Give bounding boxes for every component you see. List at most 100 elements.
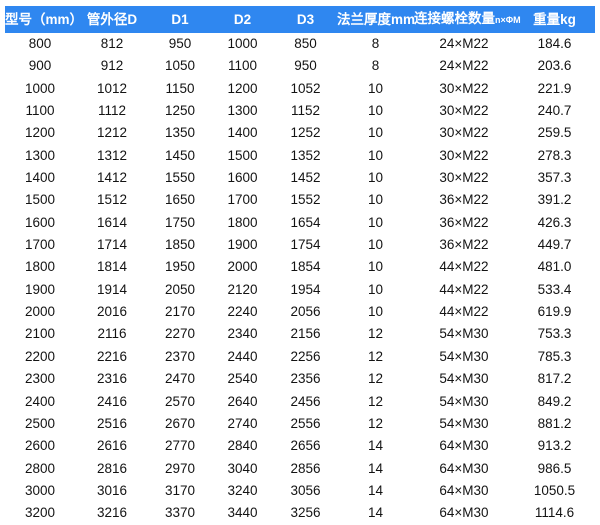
cell-bolts: 36×M22: [414, 189, 514, 212]
cell-d2: 3240: [211, 479, 274, 503]
cell-od: 2316: [75, 368, 149, 391]
table-header-row: 型号（mm） 管外径D D1 D2 D3 法兰厚度mm 连接螺栓数量n×ΦM 重量kg: [5, 6, 595, 33]
table-row: 1800 1814 1950 2000 1854 10 44×M22 481.0: [5, 256, 595, 279]
cell-flange: 10: [337, 278, 414, 302]
table-row: 2200 2216 2370 2440 2256 12 54×M30 785.3: [5, 345, 595, 369]
cell-flange: 12: [337, 390, 414, 413]
cell-d2: 2740: [211, 412, 274, 436]
cell-d2: 1900: [211, 234, 274, 257]
cell-d3: 2656: [274, 435, 337, 458]
cell-bolts: 64×M30: [414, 435, 514, 458]
cell-d1: 3370: [149, 502, 211, 525]
table-row: 1500 1512 1650 1700 1552 10 36×M22 391.2: [5, 189, 595, 212]
cell-bolts: 36×M22: [414, 211, 514, 235]
cell-d3: 2856: [274, 457, 337, 480]
cell-bolts: 36×M22: [414, 234, 514, 257]
cell-d1: 1950: [149, 256, 211, 279]
cell-d2: 1600: [211, 167, 274, 190]
cell-flange: 14: [337, 479, 414, 503]
cell-d3: 850: [274, 33, 337, 56]
cell-model: 1200: [5, 122, 75, 145]
table-header: 型号（mm） 管外径D D1 D2 D3 法兰厚度mm 连接螺栓数量n×ΦM 重量kg: [5, 6, 595, 33]
cell-bolts: 64×M30: [414, 457, 514, 480]
cell-weight: 481.0: [514, 256, 595, 279]
table-body: 800 812 950 1000 850 8 24×M22 184.6 900 912 1050 11…: [5, 33, 595, 525]
cell-weight: 881.2: [514, 412, 595, 436]
table-row: 3000 3016 3170 3240 3056 14 64×M30 1050.5: [5, 479, 595, 503]
cell-model: 1100: [5, 100, 75, 123]
table-row: 1000 1012 1150 1200 1052 10 30×M22 221.9: [5, 77, 595, 101]
cell-flange: 12: [337, 412, 414, 436]
column-header-weight: 重量kg: [514, 6, 595, 33]
cell-d1: 1850: [149, 234, 211, 257]
cell-d1: 1550: [149, 167, 211, 190]
cell-model: 2600: [5, 435, 75, 458]
cell-od: 3016: [75, 479, 149, 503]
cell-bolts: 44×M22: [414, 278, 514, 302]
cell-flange: 12: [337, 368, 414, 391]
cell-model: 1300: [5, 144, 75, 168]
cell-d2: 3440: [211, 502, 274, 525]
cell-model: 1400: [5, 167, 75, 190]
cell-flange: 14: [337, 502, 414, 525]
cell-bolts: 24×M22: [414, 33, 514, 56]
cell-d3: 950: [274, 55, 337, 78]
table-row: 2100 2116 2270 2340 2156 12 54×M30 753.3: [5, 323, 595, 346]
cell-d1: 2470: [149, 368, 211, 391]
cell-bolts: 54×M30: [414, 390, 514, 413]
cell-bolts: 44×M22: [414, 301, 514, 324]
cell-d3: 1252: [274, 122, 337, 145]
cell-d2: 2340: [211, 323, 274, 346]
cell-flange: 12: [337, 345, 414, 369]
cell-bolts: 30×M22: [414, 167, 514, 190]
cell-d1: 2170: [149, 301, 211, 324]
cell-d1: 2270: [149, 323, 211, 346]
cell-od: 1814: [75, 256, 149, 279]
cell-d1: 1250: [149, 100, 211, 123]
cell-od: 1614: [75, 211, 149, 235]
column-header-od: 管外径D: [75, 6, 149, 33]
cell-flange: 8: [337, 33, 414, 56]
table-row: 2300 2316 2470 2540 2356 12 54×M30 817.2: [5, 368, 595, 391]
table-row: 800 812 950 1000 850 8 24×M22 184.6: [5, 33, 595, 56]
cell-weight: 426.3: [514, 211, 595, 235]
column-header-label: 法兰厚度mm: [337, 11, 416, 27]
cell-d3: 2156: [274, 323, 337, 346]
table-row: 1400 1412 1550 1600 1452 10 30×M22 357.3: [5, 167, 595, 190]
cell-d2: 3040: [211, 457, 274, 480]
cell-od: 2216: [75, 345, 149, 369]
cell-d3: 1854: [274, 256, 337, 279]
cell-od: 1914: [75, 278, 149, 302]
cell-d2: 2000: [211, 256, 274, 279]
table-row: 2400 2416 2570 2640 2456 12 54×M30 849.2: [5, 390, 595, 413]
cell-weight: 449.7: [514, 234, 595, 257]
cell-d2: 1300: [211, 100, 274, 123]
cell-bolts: 30×M22: [414, 122, 514, 145]
cell-weight: 986.5: [514, 457, 595, 480]
cell-od: 2816: [75, 457, 149, 480]
cell-od: 2416: [75, 390, 149, 413]
column-header-unit: n×ΦM: [495, 15, 521, 25]
cell-weight: 357.3: [514, 167, 595, 190]
cell-d2: 2840: [211, 435, 274, 458]
cell-weight: 203.6: [514, 55, 595, 78]
cell-d3: 1754: [274, 234, 337, 257]
cell-d3: 2056: [274, 301, 337, 324]
cell-model: 1800: [5, 256, 75, 279]
cell-od: 3216: [75, 502, 149, 525]
cell-d1: 1650: [149, 189, 211, 212]
cell-weight: 278.3: [514, 144, 595, 168]
cell-d2: 2440: [211, 345, 274, 369]
cell-flange: 8: [337, 55, 414, 78]
cell-model: 2300: [5, 368, 75, 391]
cell-d2: 1500: [211, 144, 274, 168]
cell-flange: 10: [337, 144, 414, 168]
cell-flange: 10: [337, 122, 414, 145]
cell-weight: 391.2: [514, 189, 595, 212]
spec-table-container: 型号（mm） 管外径D D1 D2 D3 法兰厚度mm 连接螺栓数量n×ΦM 重量kg 800…: [5, 6, 595, 521]
cell-od: 2116: [75, 323, 149, 346]
cell-model: 3200: [5, 502, 75, 525]
cell-od: 1512: [75, 189, 149, 212]
cell-flange: 12: [337, 323, 414, 346]
cell-flange: 14: [337, 457, 414, 480]
